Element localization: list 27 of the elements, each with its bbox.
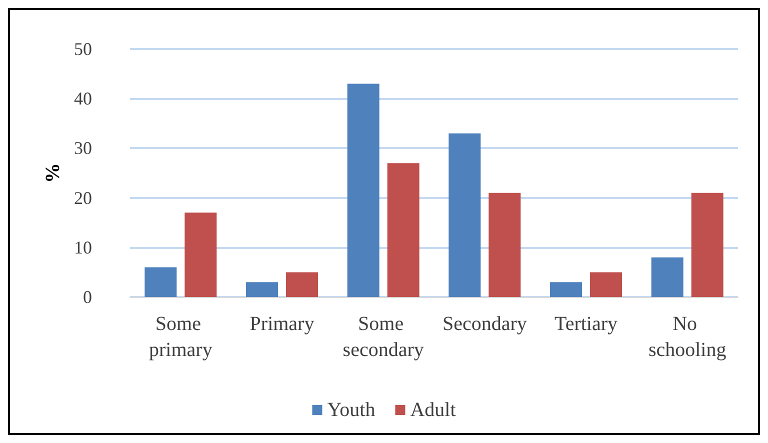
- x-tick-label: Some primary: [149, 313, 212, 361]
- y-tick-label: 10: [74, 237, 92, 258]
- bar: [387, 163, 420, 297]
- bar: [246, 282, 278, 297]
- x-tick-label: Primary: [250, 313, 314, 335]
- x-tick-label: Some secondary: [342, 313, 424, 361]
- bar: [550, 282, 582, 297]
- bar: [488, 192, 521, 297]
- bar: [448, 133, 481, 297]
- bar: [286, 272, 318, 297]
- bar: [651, 257, 684, 297]
- y-tick-label: 0: [83, 287, 92, 307]
- x-tick-label: No schooling: [648, 313, 726, 361]
- bar: [590, 272, 622, 297]
- bar: [184, 212, 217, 297]
- x-tick-label: Secondary: [442, 313, 527, 335]
- y-tick-label: 40: [74, 88, 92, 109]
- bar: [347, 84, 380, 297]
- legend-label: Youth: [327, 399, 376, 421]
- legend-label: Adult: [410, 399, 456, 421]
- y-tick-label: 30: [74, 138, 92, 158]
- bar: [691, 192, 724, 297]
- y-axis-title: %: [42, 163, 64, 183]
- x-tick-label: Tertiary: [554, 313, 618, 335]
- y-tick-label: 20: [74, 188, 92, 208]
- y-tick-label: 50: [74, 39, 92, 59]
- bar: [144, 267, 177, 297]
